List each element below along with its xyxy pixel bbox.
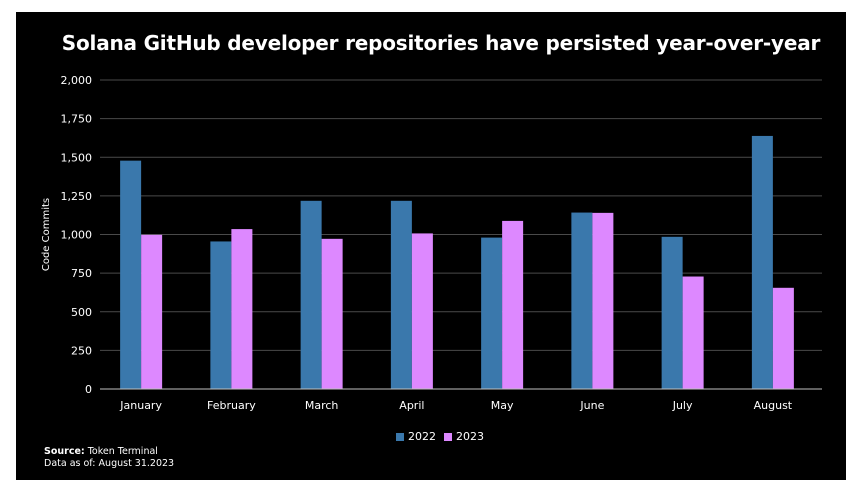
y-tick-label: 750 bbox=[71, 267, 92, 280]
x-tick-label: July bbox=[672, 399, 693, 412]
legend-swatch bbox=[444, 432, 452, 441]
x-tick-label: February bbox=[207, 399, 256, 412]
x-tick-label: January bbox=[119, 399, 162, 412]
legend-label: 2023 bbox=[456, 430, 484, 443]
bar-2022-july bbox=[661, 236, 683, 389]
chart-title: Solana GitHub developer repositories hav… bbox=[61, 31, 821, 55]
source-line: Source: Token Terminal bbox=[44, 446, 174, 458]
bar-2023-february bbox=[231, 229, 253, 389]
y-axis-title: Code Commits bbox=[41, 198, 52, 271]
asof-label: Data as of: bbox=[44, 458, 96, 469]
bar-2022-january bbox=[120, 160, 142, 389]
bar-2022-may bbox=[481, 237, 503, 389]
chart-frame: Solana GitHub developer repositories hav… bbox=[16, 12, 846, 480]
y-tick-label: 250 bbox=[71, 344, 92, 357]
y-tick-label: 1,500 bbox=[61, 151, 93, 164]
bar-2022-august bbox=[751, 135, 773, 389]
asof-line: Data as of: August 31.2023 bbox=[44, 458, 174, 470]
source-note: Source: Token Terminal Data as of: Augus… bbox=[44, 446, 174, 470]
bar-2023-august bbox=[772, 287, 794, 389]
source-label: Source: bbox=[44, 446, 85, 457]
x-tick-label: June bbox=[579, 399, 604, 412]
legend-item-2022: 2022 bbox=[396, 430, 436, 443]
x-tick-label: March bbox=[305, 399, 339, 412]
bar-2023-june bbox=[592, 212, 614, 389]
bar-2023-july bbox=[682, 276, 704, 389]
legend: 2022 2023 bbox=[396, 430, 484, 443]
bar-2022-march bbox=[300, 200, 322, 389]
y-tick-label: 500 bbox=[71, 306, 92, 319]
y-tick-label: 1,250 bbox=[61, 190, 93, 203]
bar-2023-january bbox=[141, 234, 163, 389]
bar-2022-june bbox=[571, 212, 593, 389]
bar-2022-april bbox=[390, 200, 412, 389]
y-tick-label: 1,750 bbox=[61, 113, 93, 126]
y-tick-label: 2,000 bbox=[61, 74, 93, 87]
legend-swatch bbox=[396, 432, 404, 441]
bar-2023-april bbox=[411, 233, 433, 389]
legend-label: 2022 bbox=[408, 430, 436, 443]
legend-item-2023: 2023 bbox=[444, 430, 484, 443]
x-tick-label: April bbox=[399, 399, 424, 412]
bar-2022-february bbox=[210, 241, 232, 389]
y-tick-label: 1,000 bbox=[61, 229, 93, 242]
asof-value: August 31.2023 bbox=[98, 458, 175, 469]
x-tick-label: May bbox=[491, 399, 514, 412]
source-value: Token Terminal bbox=[87, 446, 158, 457]
bar-chart: 0 250 500 750 1,000 1,250 1,500 1,750 2,000 Code … bbox=[41, 74, 822, 412]
y-tick-label: 0 bbox=[85, 383, 92, 396]
bar-2023-march bbox=[321, 238, 343, 389]
x-tick-label: August bbox=[754, 399, 793, 412]
bar-2023-may bbox=[502, 220, 524, 389]
